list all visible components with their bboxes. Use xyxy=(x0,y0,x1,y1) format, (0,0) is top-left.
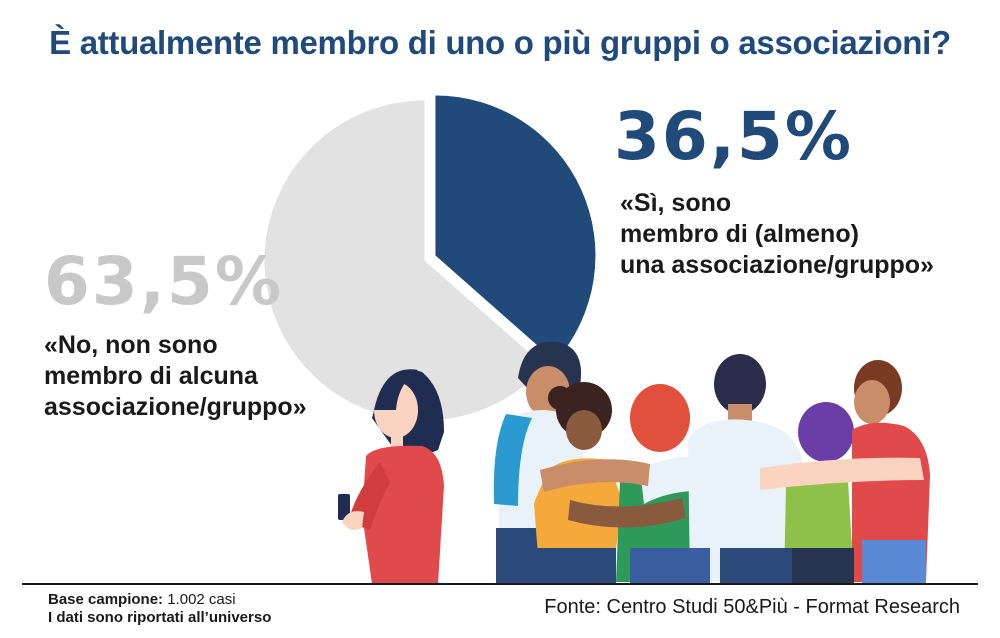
no-label-line: membro di alcuna xyxy=(44,362,258,390)
chart-title: È attualmente membro di uno o più gruppi… xyxy=(49,24,951,61)
source-credit: Fonte: Centro Studi 50&Più - Format Rese… xyxy=(544,596,960,618)
sample-base-note: Base campione: 1.002 casi I dati sono ri… xyxy=(48,591,271,627)
woman-with-phone-figure xyxy=(338,369,444,584)
footer-divider xyxy=(22,583,978,585)
yes-label-line: «Sì, sono xyxy=(620,189,732,217)
yes-label-line: membro di (almeno) xyxy=(620,220,859,248)
no-label-line: associazione/gruppo» xyxy=(44,393,307,421)
pie-slice-no xyxy=(264,100,545,421)
no-label: «No, non sono membro di alcuna associazi… xyxy=(44,330,307,423)
group-of-friends-figure xyxy=(493,341,930,583)
pie-slice-yes xyxy=(435,95,596,362)
no-percentage: 63,5% xyxy=(44,243,283,320)
yes-label-line: una associazione/gruppo» xyxy=(620,251,934,279)
base-value: 1.002 casi xyxy=(167,591,236,608)
universe-note: I dati sono riportati all’universo xyxy=(48,609,272,626)
yes-label: «Sì, sono membro di (almeno) una associa… xyxy=(620,188,934,281)
base-label: Base campione: xyxy=(48,591,164,608)
yes-percentage: 36,5% xyxy=(614,98,853,175)
no-label-line: «No, non sono xyxy=(44,331,218,359)
